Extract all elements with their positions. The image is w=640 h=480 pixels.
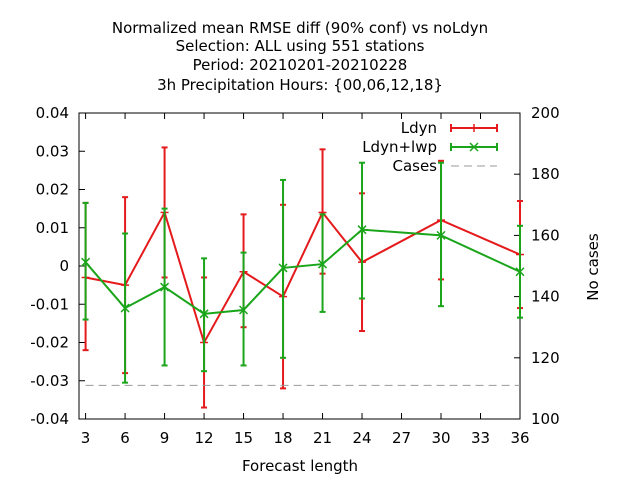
y-tick-label: -0.01 xyxy=(30,295,69,313)
series-ldyn-lwp xyxy=(81,161,525,384)
title-line-2: Selection: ALL using 551 stations xyxy=(176,37,425,55)
y2-tick-label: 140 xyxy=(531,288,560,306)
series-layer xyxy=(81,146,525,409)
data-point xyxy=(436,230,446,240)
x-axis: 3 6 9 12 15 18 21 24 27 30 33 36 xyxy=(81,113,530,447)
y2-tick-label: 100 xyxy=(531,410,560,428)
y-tick-label: -0.03 xyxy=(30,372,69,390)
x-tick-label: 15 xyxy=(234,429,253,447)
title-line-4: 3h Precipitation Hours: {00,06,12,18} xyxy=(157,76,443,94)
y-tick-label: 0.04 xyxy=(36,104,69,122)
x-tick-label: 33 xyxy=(471,429,490,447)
x-tick-label: 6 xyxy=(120,429,130,447)
series-line xyxy=(84,228,521,315)
data-point xyxy=(120,303,130,313)
y2-axis: 100 120 140 160 180 200 xyxy=(514,104,560,428)
x-tick-label: 21 xyxy=(313,429,332,447)
y-tick-label: 0.01 xyxy=(36,219,69,237)
chart-title: Normalized mean RMSE diff (90% conf) vs … xyxy=(112,19,488,94)
x-tick-label: 9 xyxy=(160,429,170,447)
legend-label: Ldyn+lwp xyxy=(362,138,437,156)
series-ldyn xyxy=(81,146,524,409)
y2-axis-label: No cases xyxy=(584,233,602,301)
legend-label: Ldyn xyxy=(401,119,437,137)
title-line-3: Period: 20210201-20210228 xyxy=(193,56,408,74)
data-point xyxy=(81,257,91,267)
y-tick-label: 0 xyxy=(59,257,69,275)
data-point xyxy=(160,282,170,292)
data-point xyxy=(278,263,288,273)
x-tick-label: 36 xyxy=(510,429,529,447)
x-axis-label: Forecast length xyxy=(242,457,358,475)
y2-tick-label: 160 xyxy=(531,226,560,244)
y2-tick-label: 120 xyxy=(531,349,560,367)
y-tick-label: 0.02 xyxy=(36,181,69,199)
title-line-1: Normalized mean RMSE diff (90% conf) vs … xyxy=(112,19,488,37)
series-line xyxy=(85,209,521,346)
x-tick-label: 24 xyxy=(352,429,371,447)
x-tick-label: 27 xyxy=(392,429,411,447)
y-tick-label: 0.03 xyxy=(36,142,69,160)
data-point xyxy=(239,305,249,315)
data-point xyxy=(357,225,367,235)
y-tick-label: -0.02 xyxy=(30,334,69,352)
x-tick-label: 30 xyxy=(431,429,450,447)
x-tick-label: 3 xyxy=(81,429,91,447)
y-axis: -0.04 -0.03 -0.02 -0.01 0 0.01 0.02 0.03 0.04 xyxy=(30,104,85,428)
data-point xyxy=(318,259,328,269)
legend-marker xyxy=(469,142,479,152)
y2-tick-label: 200 xyxy=(531,104,560,122)
y2-tick-label: 180 xyxy=(531,165,560,183)
legend-label: Cases xyxy=(392,157,437,175)
y-tick-label: -0.04 xyxy=(30,410,69,428)
data-point xyxy=(515,267,525,277)
x-tick-label: 12 xyxy=(195,429,214,447)
x-tick-label: 18 xyxy=(273,429,292,447)
data-point xyxy=(199,309,209,319)
